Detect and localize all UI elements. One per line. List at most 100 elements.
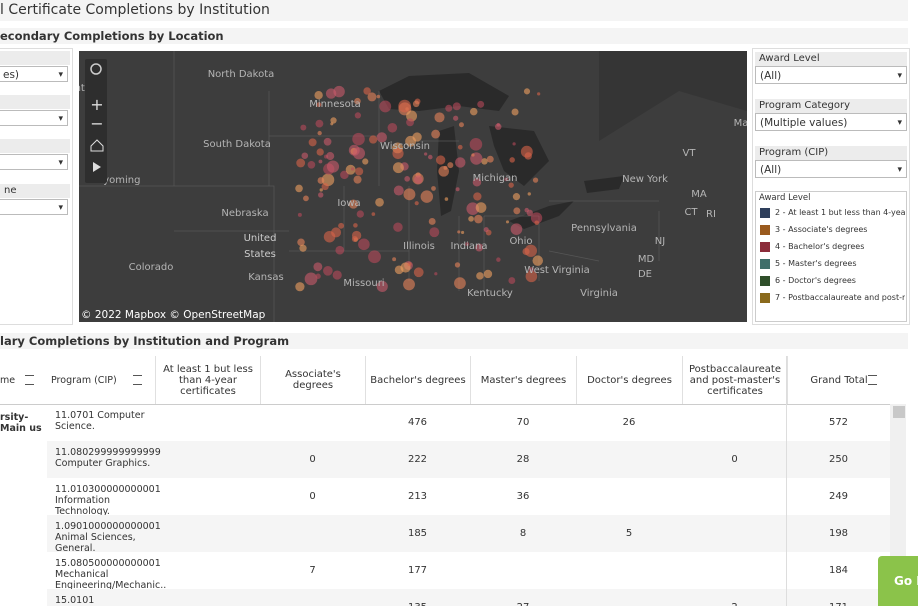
column-header: me bbox=[0, 374, 16, 386]
institution-dot bbox=[532, 255, 544, 266]
institution-dot bbox=[296, 158, 306, 168]
institution-dot bbox=[326, 160, 340, 173]
legend: Award Level 2 - At least 1 but less than … bbox=[755, 191, 907, 322]
institution-dot bbox=[431, 129, 441, 139]
map-label: DE bbox=[638, 269, 652, 280]
zoom-in[interactable]: + bbox=[90, 95, 103, 114]
row-band bbox=[47, 515, 890, 552]
institution-dot bbox=[367, 92, 377, 102]
institution-dot bbox=[407, 262, 412, 267]
legend-label: 7 - Postbaccalaureate and post-mast... bbox=[775, 293, 905, 302]
institution-dot bbox=[534, 220, 539, 226]
zoom-out[interactable]: − bbox=[90, 114, 103, 133]
institution-dot bbox=[471, 153, 475, 157]
institution-dot bbox=[376, 280, 388, 293]
institution-dot bbox=[316, 102, 322, 108]
legend-label: 6 - Doctor's degrees bbox=[775, 276, 856, 285]
map-label: Indiana bbox=[450, 241, 487, 252]
institution-dot bbox=[348, 199, 358, 209]
cell-value: 0 bbox=[309, 454, 316, 465]
institution-dot bbox=[483, 227, 489, 233]
institution-dot bbox=[321, 183, 329, 191]
institution-dot bbox=[297, 238, 305, 247]
cell-value: 27 bbox=[470, 589, 576, 606]
crosstab: me Program (CIP) At least 1 but less than … bbox=[0, 356, 906, 606]
institution-dot bbox=[321, 173, 335, 187]
institution-dot bbox=[424, 152, 428, 156]
column-header: Postbaccalaureate and post-master's cert… bbox=[682, 356, 787, 404]
search-button[interactable] bbox=[90, 63, 102, 75]
column-header: At least 1 but less than 4-year certific… bbox=[155, 356, 260, 404]
cell-value: 0 bbox=[731, 454, 738, 465]
program-name: 15.080500000000001 Mechanical Engineerin… bbox=[55, 558, 167, 591]
map-label: NJ bbox=[655, 236, 665, 247]
institution-dot bbox=[434, 272, 438, 276]
institution-dot bbox=[455, 187, 460, 192]
institution-dot bbox=[495, 123, 502, 130]
institution-dot bbox=[317, 177, 325, 184]
filter-dropdown[interactable]: (All) bbox=[755, 66, 907, 85]
map-label: Illinois bbox=[403, 241, 435, 252]
map-label: United States bbox=[244, 233, 277, 260]
sort-icon[interactable] bbox=[25, 375, 34, 385]
institution-dot bbox=[363, 87, 371, 95]
institution-dot bbox=[392, 147, 404, 160]
sort-icon[interactable] bbox=[133, 375, 142, 385]
institution-dot bbox=[300, 124, 307, 131]
legend-swatch bbox=[760, 259, 770, 269]
filter-dropdown[interactable] bbox=[0, 199, 68, 216]
map-label: Kansas bbox=[248, 272, 283, 283]
sort-icon[interactable] bbox=[868, 375, 877, 385]
institution-dot bbox=[350, 167, 355, 171]
institution-dot bbox=[295, 282, 305, 292]
institution-dot bbox=[307, 160, 316, 169]
institution-dot bbox=[354, 112, 362, 119]
institution-dot bbox=[483, 269, 493, 279]
institution-dot bbox=[406, 118, 414, 127]
legend-title: Award Level bbox=[759, 193, 811, 203]
filter-dropdown[interactable] bbox=[0, 154, 68, 171]
institution-dot bbox=[369, 135, 378, 144]
institution-dot bbox=[379, 100, 392, 113]
map-label: Kentucky bbox=[467, 288, 513, 299]
filter-dropdown[interactable]: es) bbox=[0, 66, 68, 83]
institution-dot bbox=[318, 192, 324, 198]
institution-dot bbox=[468, 215, 474, 222]
map-label: MD bbox=[638, 254, 655, 265]
institution-dot bbox=[505, 220, 510, 224]
institution-dot bbox=[332, 270, 342, 280]
institution-dot bbox=[428, 218, 436, 225]
play-button[interactable] bbox=[93, 162, 101, 172]
go-button[interactable]: Go B bbox=[878, 556, 918, 606]
institution-dot bbox=[393, 222, 403, 232]
institution-dot bbox=[455, 157, 466, 168]
map-label: Wyoming bbox=[94, 175, 141, 186]
cell-value: 28 bbox=[516, 454, 530, 465]
filter-dropdown[interactable]: (All) bbox=[755, 160, 907, 179]
map-label: Nebraska bbox=[221, 208, 268, 219]
institution-dot bbox=[412, 100, 420, 108]
map-label: Virginia bbox=[580, 288, 618, 299]
institution-dot bbox=[496, 257, 501, 262]
institution-dot bbox=[403, 188, 416, 201]
column-header: Program (CIP) bbox=[51, 374, 117, 386]
institution-dot bbox=[315, 119, 324, 128]
scroll-thumb[interactable] bbox=[893, 406, 905, 418]
institution-dot bbox=[371, 212, 376, 216]
legend-swatch bbox=[760, 293, 770, 303]
filter-dropdown[interactable]: (Multiple values) bbox=[755, 113, 907, 132]
institution-dot bbox=[387, 122, 398, 133]
institution-dot bbox=[475, 202, 487, 213]
lake-erie bbox=[509, 201, 574, 229]
cell-value: 5 bbox=[625, 528, 633, 539]
filter-dropdown[interactable] bbox=[0, 110, 68, 127]
institution-dot bbox=[323, 137, 332, 146]
cell-value: 8 bbox=[519, 528, 527, 539]
home-button[interactable] bbox=[90, 139, 104, 152]
cell-value: 171 bbox=[787, 589, 890, 606]
filter-label: ne bbox=[0, 184, 70, 198]
section-header: econdary Completions by Location bbox=[0, 28, 908, 44]
institution-dot bbox=[376, 94, 381, 99]
institution-dot bbox=[461, 230, 465, 235]
map-label: CT bbox=[684, 207, 698, 218]
